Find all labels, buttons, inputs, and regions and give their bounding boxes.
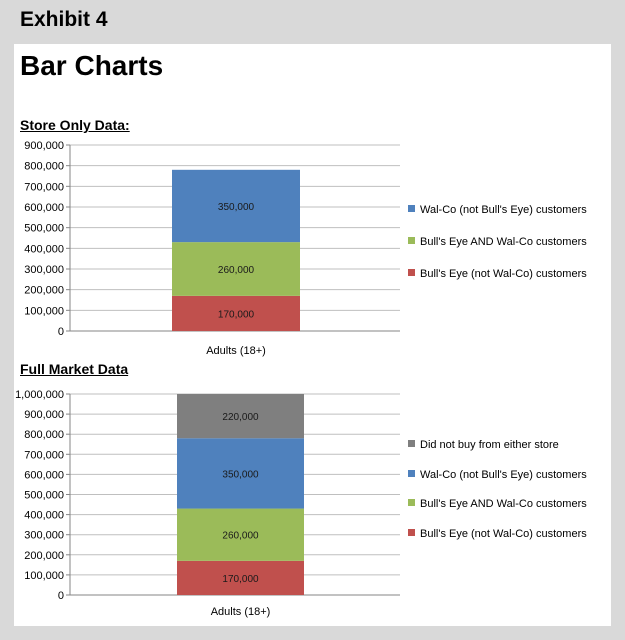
chart1-legend-label: Bull's Eye AND Wal-Co customers	[420, 236, 587, 248]
chart1-data-label: 260,000	[218, 265, 255, 276]
exhibit-label: Exhibit 4	[20, 8, 108, 31]
chart2-ytick-label: 0	[58, 590, 64, 602]
chart2-bar-segment	[177, 394, 304, 439]
chart2-data-label: 170,000	[222, 574, 259, 585]
chart1-ytick-label: 900,000	[24, 140, 64, 152]
chart2-legend-swatch	[408, 529, 415, 536]
chart1-ytick-label: 100,000	[24, 305, 64, 317]
chart2-legend-swatch	[408, 440, 415, 447]
chart2-ytick-label: 800,000	[24, 429, 64, 441]
chart2-legend-label: Bull's Eye AND Wal-Co customers	[420, 498, 587, 510]
chart1-ytick-label: 200,000	[24, 285, 64, 297]
chart2-legend-label: Wal-Co (not Bull's Eye) customers	[420, 469, 587, 481]
chart1-legend-swatch	[408, 205, 415, 212]
chart2-ytick-label: 300,000	[24, 530, 64, 542]
chart2-bar-segment	[177, 560, 304, 595]
chart1-ytick-label: 500,000	[24, 223, 64, 235]
chart1-data-label: 170,000	[218, 309, 255, 320]
chart1-ytick-label: 400,000	[24, 243, 64, 255]
chart2-legend-label: Did not buy from either store	[420, 439, 559, 451]
chart2-bar-segment	[177, 508, 304, 561]
chart2-ytick-label: 600,000	[24, 469, 64, 481]
chart1-ytick-label: 600,000	[24, 202, 64, 214]
chart2-data-label: 260,000	[222, 531, 259, 542]
chart1-data-label: 350,000	[218, 202, 255, 213]
chart2-legend-label: Bull's Eye (not Wal-Co) customers	[420, 528, 587, 540]
chart2-title: Full Market Data	[20, 361, 129, 377]
chart1-ytick-label: 0	[58, 326, 64, 338]
chart2-ytick-label: 100,000	[24, 570, 64, 582]
chart1-ytick-label: 300,000	[24, 264, 64, 276]
chart1-ytick-label: 700,000	[24, 181, 64, 193]
chart1-legend-label: Bull's Eye (not Wal-Co) customers	[420, 268, 587, 280]
chart2-data-label: 220,000	[222, 412, 259, 423]
chart2-legend-swatch	[408, 499, 415, 506]
chart2-ytick-label: 700,000	[24, 449, 64, 461]
chart1-title: Store Only Data:	[20, 117, 130, 133]
chart2-legend-swatch	[408, 470, 415, 477]
chart1-bar-segment	[172, 169, 300, 243]
chart2-ytick-label: 500,000	[24, 490, 64, 502]
chart1-bar-segment	[172, 242, 300, 296]
chart1-ytick-label: 800,000	[24, 161, 64, 173]
chart1-legend-label: Wal-Co (not Bull's Eye) customers	[420, 204, 587, 216]
charts-svg: 0 100,000 200,000 300,000 400,000 500,000 600,…	[15, 140, 587, 618]
chart2-category-label: Adults (18+)	[211, 606, 271, 618]
chart2-ytick-label: 1,000,000	[15, 389, 64, 401]
page-title: Bar Charts	[20, 50, 164, 81]
content-panel: Bar Charts Store Only Data: Full Market …	[14, 44, 611, 626]
chart2-bar-segment	[177, 438, 304, 509]
chart1-legend-swatch	[408, 269, 415, 276]
chart1-legend-swatch	[408, 237, 415, 244]
chart2-ytick-label: 900,000	[24, 409, 64, 421]
chart2-ytick-label: 200,000	[24, 550, 64, 562]
chart2-ytick-label: 400,000	[24, 510, 64, 522]
chart2-data-label: 350,000	[222, 469, 259, 480]
chart1-bar-segment	[172, 295, 300, 331]
chart1-category-label: Adults (18+)	[206, 345, 266, 357]
